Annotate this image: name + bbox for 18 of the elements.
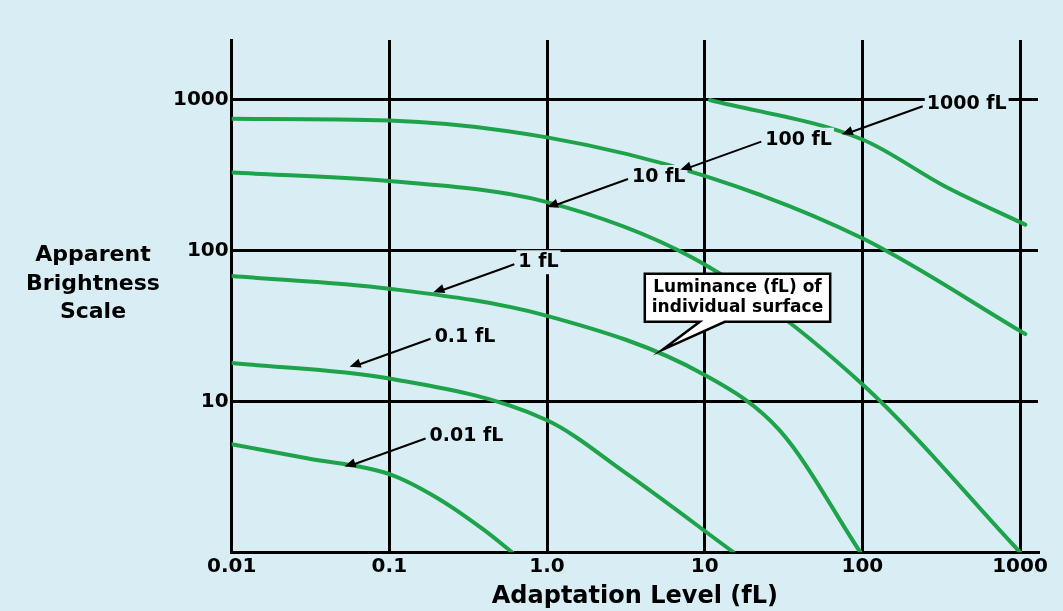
x-tick-label: 1000 xyxy=(992,553,1048,578)
y-tick-label: 100 xyxy=(186,236,229,261)
x-tick-label: 1.0 xyxy=(529,553,565,578)
x-tick-label: 10 xyxy=(690,553,719,578)
annotation: 100 fL xyxy=(765,126,832,149)
x-tick-label: 0.1 xyxy=(371,553,408,578)
x-tick-label: 100 xyxy=(841,553,884,578)
annotation: 1 fL xyxy=(518,249,559,272)
annotation: 0.01 fL xyxy=(429,423,504,446)
x-axis-title: Adaptation Level (fL) xyxy=(491,580,778,609)
y-axis-title: Apparent Brightness Scale xyxy=(25,240,161,326)
annotation: 10 fL xyxy=(632,163,686,186)
annotation: 1000 fL xyxy=(926,91,1007,114)
x-tick-label: 0.01 xyxy=(206,553,257,578)
annotation: 0.1 fL xyxy=(434,323,496,346)
y-tick-label: 10 xyxy=(200,387,229,412)
y-tick-label: 1000 xyxy=(172,86,229,111)
annotation: Luminance (fL) of individual surface xyxy=(651,276,824,317)
